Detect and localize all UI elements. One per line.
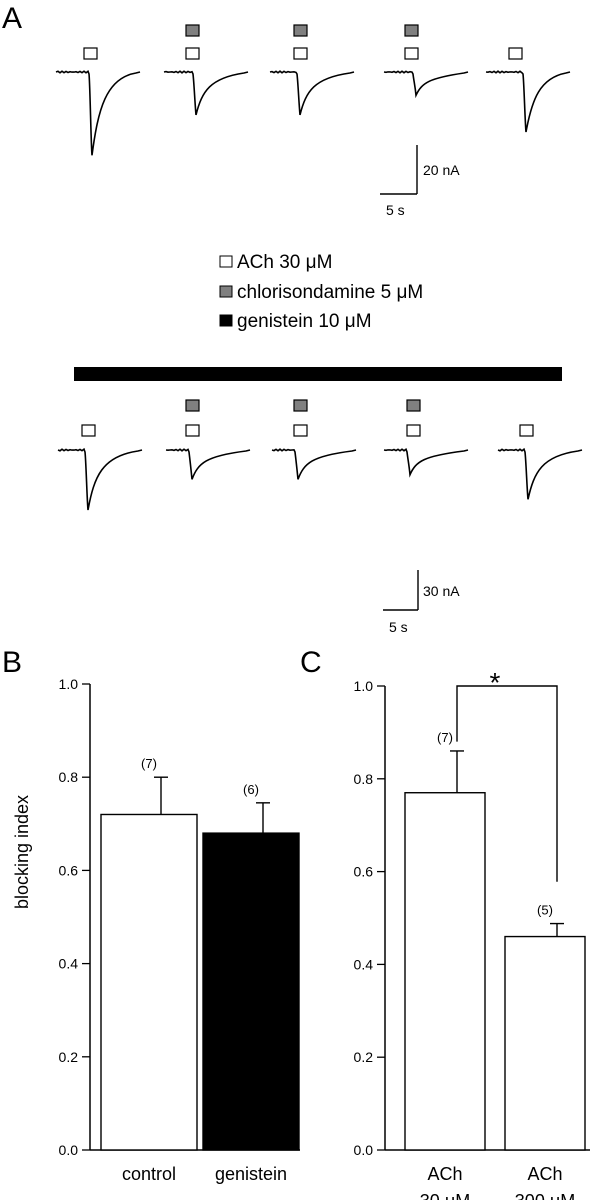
current-trace [57,447,143,511]
ach-application-marker [81,424,96,437]
ach-application-marker [406,424,421,437]
chlorisondamine-application-marker [185,399,200,412]
n-label: (7) [141,756,157,771]
gray-square-icon [219,285,233,298]
category-label: 300 μM [515,1191,575,1200]
chlorisondamine-application-marker [404,24,419,37]
y-axis-label: blocking index [12,795,32,909]
top-scale-bar: 20 nA 5 s [380,145,460,218]
bar [202,832,300,1151]
chlorisondamine-application-marker [293,399,308,412]
ach-application-marker [508,47,523,60]
chlorisondamine-application-marker [406,399,421,412]
ach-application-marker [293,424,308,437]
current-trace [485,70,571,133]
legend-genistein-label: genistein 10 μM [237,311,372,332]
significance-star: * [490,667,501,698]
bottom-scale-time-label: 5 s [389,619,408,635]
open-square-icon [219,255,233,268]
y-tick-label: 0.6 [59,862,79,878]
current-trace [55,70,141,156]
ach-application-marker [404,47,419,60]
n-label: (5) [537,903,553,918]
category-label: ACh [527,1164,562,1184]
y-tick-label: 0.8 [59,769,79,785]
category-label: 30 μM [420,1191,470,1200]
y-tick-label: 1.0 [354,678,374,694]
current-trace [383,448,469,478]
panel-a: A 20 nA 5 s ACh 30 μM chlorisondamine 5 … [2,2,583,635]
legend-chlorisondamine-label: chlorisondamine 5 μM [237,282,423,303]
current-trace [271,448,357,480]
ach-application-marker [293,47,308,60]
current-trace [383,70,469,99]
black-square-icon [219,314,233,327]
bar [404,792,486,1151]
genistein-application-bar [74,367,562,381]
chart-b: 0.0 0.2 0.4 0.6 0.8 1.0 (7) control (6) genistein [59,676,300,1184]
y-tick-label: 0.2 [354,1049,374,1065]
n-label: (7) [437,730,453,745]
ach-application-marker [83,47,98,60]
panel-c-letter: C [300,646,322,679]
current-trace [269,70,355,116]
current-trace [497,447,583,500]
bottom-trace-row [57,399,583,511]
chart-c: 0.0 0.2 0.4 0.6 0.8 1.0 (7) ACh 30 μM (5) ACh 300 μ… [354,678,590,1200]
top-trace-row [55,24,571,156]
y-tick-label: 0.0 [59,1142,79,1158]
ach-application-marker [519,424,534,437]
top-scale-time-label: 5 s [386,202,405,218]
bar [100,813,198,1151]
current-trace [163,70,249,116]
chlorisondamine-application-marker [185,24,200,37]
panel-a-letter: A [2,2,22,35]
ach-application-marker [185,424,200,437]
category-label: control [122,1164,176,1184]
y-tick-label: 0.8 [354,771,374,787]
panel-b-letter: B [2,646,22,679]
category-label: genistein [215,1164,287,1184]
y-tick-label: 0.6 [354,864,374,880]
bottom-scale-current-label: 30 nA [423,583,460,599]
category-label: ACh [427,1164,462,1184]
legend: ACh 30 μM chlorisondamine 5 μM genistein… [219,252,423,332]
y-tick-label: 0.2 [59,1049,79,1065]
panel-b: B blocking index 0.0 0.2 0.4 0.6 0.8 1.0 (7) co… [2,646,300,1184]
y-tick-label: 0.4 [354,956,374,972]
bar [504,935,586,1151]
significance-bracket [456,685,558,882]
n-label: (6) [243,782,259,797]
y-tick-label: 0.4 [59,956,79,972]
chlorisondamine-application-marker [293,24,308,37]
top-scale-current-label: 20 nA [423,162,460,178]
y-tick-label: 1.0 [59,676,79,692]
current-trace [165,448,251,480]
y-tick-label: 0.0 [354,1142,374,1158]
legend-ach-label: ACh 30 μM [237,252,332,273]
bottom-scale-bar: 30 nA 5 s [383,570,460,635]
ach-application-marker [185,47,200,60]
panel-c: C 0.0 0.2 0.4 0.6 0.8 1.0 (7) ACh 30 μM (5) ACh 300… [300,646,590,1200]
